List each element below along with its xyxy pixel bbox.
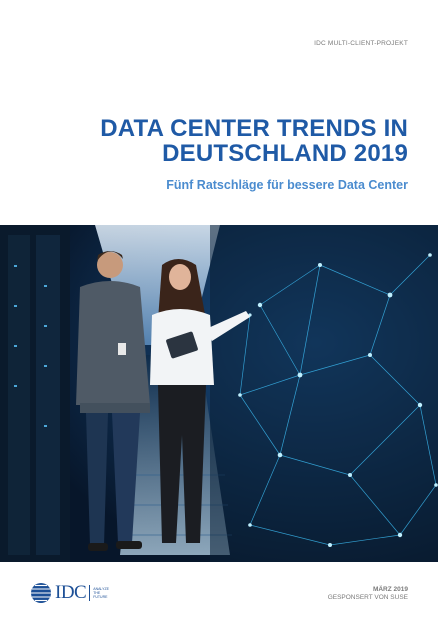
logo-tagline: ANALYZE THE FUTURE bbox=[93, 587, 115, 599]
title-line-2: DEUTSCHLAND 2019 bbox=[162, 140, 408, 167]
project-label: IDC MULTI-CLIENT-PROJEKT bbox=[314, 40, 408, 47]
logo-text: IDC bbox=[55, 582, 87, 603]
globe-logo-icon bbox=[31, 583, 51, 603]
hero-image bbox=[0, 225, 438, 562]
document-title: DATA CENTER TRENDS IN DEUTSCHLAND 2019 bbox=[8, 116, 408, 166]
publication-date: MÄRZ 2019 bbox=[372, 586, 408, 593]
footer-meta: MÄRZ 2019 GESPONSERT VON SUSE bbox=[328, 586, 408, 601]
idc-logo: IDC ANALYZE THE FUTURE bbox=[30, 582, 115, 604]
logo-tagline-line-3: FUTURE bbox=[93, 595, 108, 599]
data-center-photo-icon bbox=[0, 225, 438, 562]
logo-tagline-line-1: ANALYZE bbox=[93, 587, 109, 591]
sponsor-note: GESPONSERT VON SUSE bbox=[327, 594, 408, 601]
title-line-1: DATA CENTER TRENDS IN bbox=[100, 115, 408, 142]
logo-separator bbox=[89, 585, 91, 601]
document-subtitle: Fünf Ratschläge für bessere Data Center bbox=[166, 178, 408, 192]
logo-tagline-line-2: THE bbox=[93, 591, 101, 595]
